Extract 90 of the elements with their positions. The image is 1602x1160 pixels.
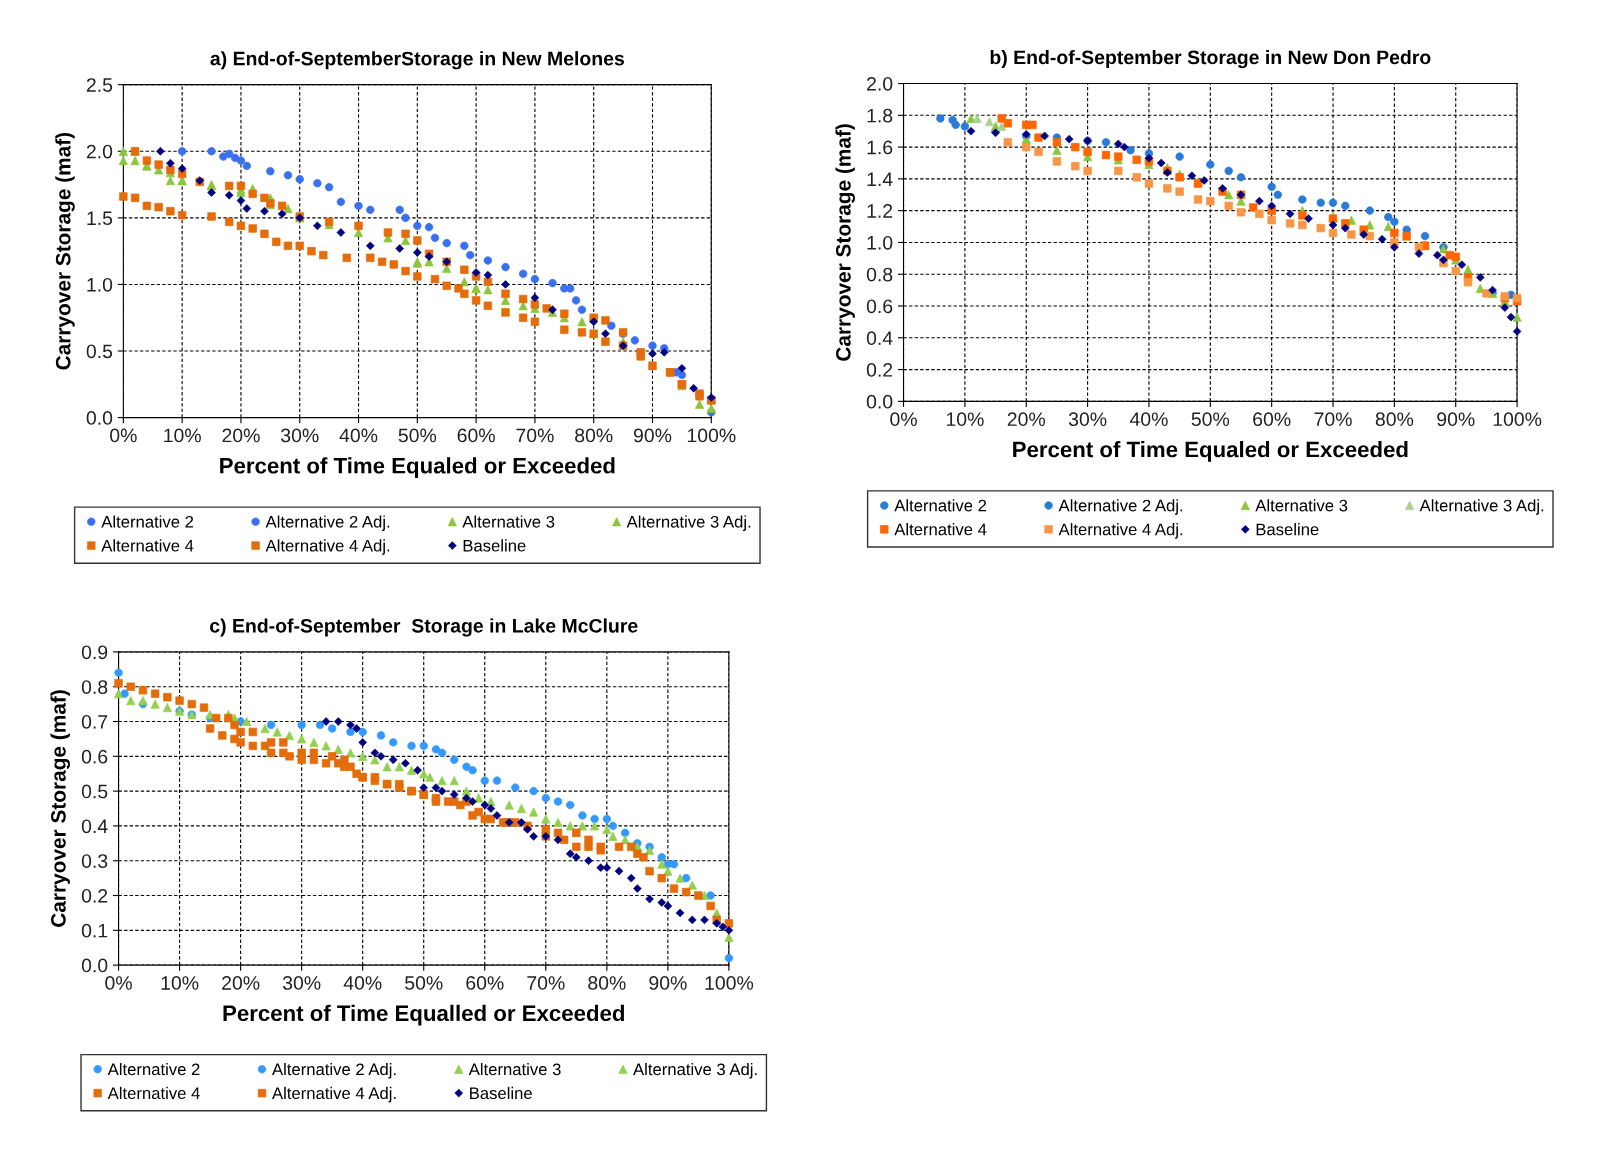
y-tick-label: 0.8 [81,680,108,694]
y-tick-label: 0.5 [81,784,108,799]
x-tick-label: 90% [633,428,672,443]
x-tick-label: 0% [110,428,137,443]
legend-label: Alternative 3 [468,1062,561,1076]
legend-label: Alternative 3 Adj. [1419,499,1544,515]
y-tick-label: 0.7 [81,714,108,729]
y-tick-label: 0.6 [81,749,108,764]
x-tick-label: 30% [282,976,321,990]
legend-label: Alternative 3 [462,515,555,528]
x-tick-label: 80% [575,428,613,443]
y-tick-label: 0.1 [81,923,108,938]
y-tick-label: 1.4 [867,172,893,186]
legend-label: Alternative 2 Adj. [272,1062,396,1079]
x-tick-label: 90% [649,976,687,990]
x-axis-title: Percent of Time Equalled or Exceeded [223,1004,624,1026]
y-axis-title: Carryover Storage (maf) [835,124,855,361]
legend-label: Alternative 3 [1255,499,1348,512]
y-tick-label: 1.0 [867,235,893,250]
x-tick-label: 30% [1068,412,1107,427]
y-tick-label: 0.0 [86,411,113,425]
x-tick-label: 0% [890,412,917,427]
y-tick-label: 2.0 [867,76,893,91]
x-tick-label: 30% [281,428,319,443]
y-tick-label: 0.0 [866,394,893,409]
x-tick-label: 20% [222,976,260,990]
y-tick-label: 1.0 [87,277,113,292]
y-tick-label: 0.6 [866,299,893,314]
y-tick-label: 0.4 [866,331,893,346]
legend-label: Alternative 2 [101,515,194,528]
legend-label: Alternative 3 Adj. [633,1062,757,1079]
x-tick-label: 80% [588,976,626,990]
legend-label: Alternative 4 [101,539,194,552]
x-axis-title: Percent of Time Equaled or Exceeded [1013,441,1408,462]
legend-label: Baseline [463,539,526,552]
legend-label: Alternative 2 [894,499,987,512]
legend-label: Alternative 4 Adj. [265,539,390,555]
x-tick-label: 10% [946,412,984,427]
x-tick-label: 90% [1437,412,1475,427]
legend-label: Alternative 4 Adj. [1058,523,1183,539]
x-tick-label: 10% [164,428,201,443]
x-axis-title: Percent of Time Equaled or Exceeded [220,457,615,478]
y-tick-label: 0.4 [81,819,108,834]
y-tick-label: 0.3 [81,854,108,868]
x-tick-label: 40% [343,976,382,990]
x-tick-label: 0% [105,976,132,990]
legend-label: Baseline [1256,523,1319,536]
x-tick-label: 20% [222,428,260,443]
x-tick-label: 50% [405,976,443,990]
chart-title: a) End-of-SeptemberStorage in New Melones [210,51,624,70]
legend-label: Alternative 2 Adj. [1058,499,1183,515]
y-tick-label: 1.8 [867,108,893,123]
y-tick-label: 1.5 [87,211,113,226]
x-tick-label: 10% [161,976,199,990]
chart-title: b) End-of-September Storage in New Don Pedro [990,49,1431,69]
y-tick-label: 2.0 [86,144,113,159]
legend-label: Alternative 4 Adj. [272,1086,396,1103]
legend-label: Alternative 2 [107,1062,200,1076]
x-tick-label: 60% [1253,412,1291,427]
y-tick-label: 0.2 [81,888,108,903]
y-tick-label: 0.5 [86,344,113,359]
legend-label: Baseline [470,1086,532,1100]
x-tick-label: 60% [457,428,495,443]
x-tick-label: 20% [1007,412,1046,427]
legend-label: Alternative 2 Adj. [265,515,390,531]
chart-title: c) End-of-September Storage in Lake McClure [210,618,638,637]
y-tick-label: 0.2 [866,363,893,377]
y-tick-label: 0.0 [81,958,108,973]
y-axis-title: Carryover Storage (maf) [50,690,70,927]
y-axis-title: Carryover Storage (maf) [55,132,75,370]
x-tick-label: 70% [1314,412,1352,427]
y-tick-label: 2.5 [86,78,113,92]
x-tick-label: 80% [1375,412,1414,427]
y-tick-label: 1.2 [867,204,893,218]
x-tick-label: 40% [339,428,378,443]
y-tick-label: 1.6 [867,140,893,155]
x-tick-label: 100% [1493,412,1542,427]
x-tick-label: 50% [398,428,437,443]
x-tick-label: 50% [1191,412,1230,427]
y-tick-label: 0.9 [81,645,108,660]
y-tick-label: 0.8 [866,267,893,282]
x-tick-label: 40% [1129,412,1168,427]
x-tick-label: 60% [466,976,504,990]
legend-label: Alternative 4 [894,523,987,536]
legend-label: Alternative 4 [107,1086,200,1100]
x-tick-label: 70% [516,428,554,443]
x-tick-label: 100% [687,428,736,443]
legend-label: Alternative 3 Adj. [626,515,751,531]
x-tick-label: 100% [705,976,754,990]
x-tick-label: 70% [527,976,565,990]
